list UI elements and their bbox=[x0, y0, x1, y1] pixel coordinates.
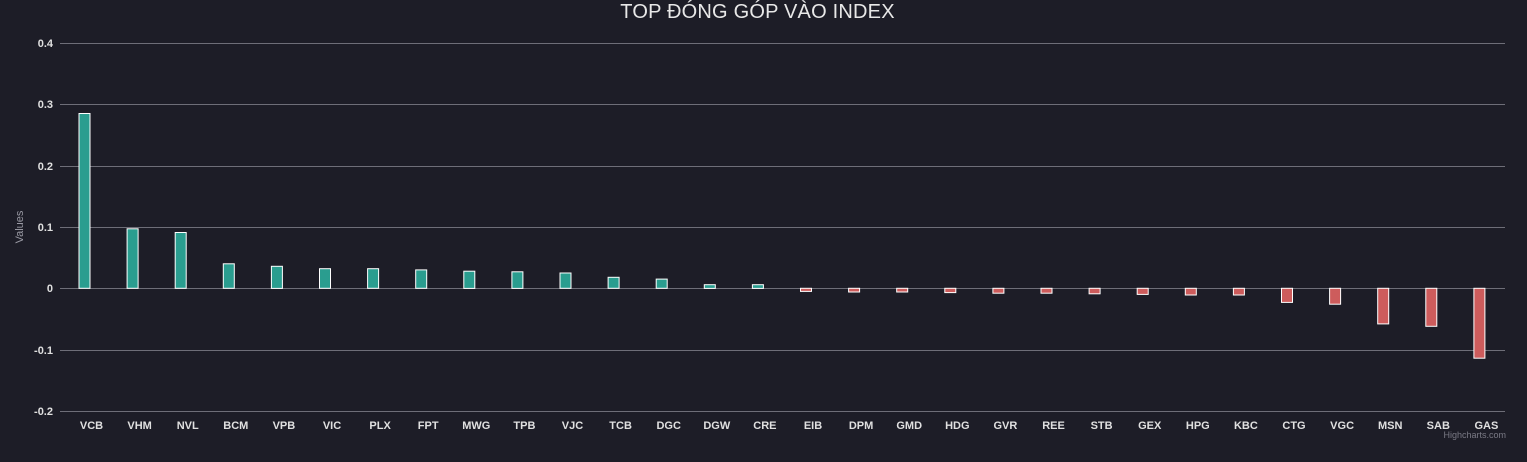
x-tick-label: KBC bbox=[1234, 420, 1258, 432]
chart-title: TOP ĐÓNG GÓP VÀO INDEX bbox=[620, 1, 895, 23]
x-tick-label: PLX bbox=[369, 420, 391, 432]
x-tick-label: DGC bbox=[656, 420, 681, 432]
bar-dpm[interactable] bbox=[848, 287, 861, 293]
bar-vpb[interactable] bbox=[270, 265, 283, 289]
x-tick-label: NVL bbox=[177, 420, 199, 432]
x-tick-label: GAS bbox=[1474, 420, 1498, 432]
bar-vic[interactable] bbox=[319, 268, 331, 289]
bar-cre[interactable] bbox=[751, 284, 764, 289]
bar-gmd[interactable] bbox=[896, 287, 909, 293]
bar-vcb[interactable] bbox=[78, 113, 91, 289]
x-tick-label: VHM bbox=[127, 420, 151, 432]
x-tick-label: REE bbox=[1042, 420, 1065, 432]
bar-ctg[interactable] bbox=[1281, 287, 1293, 303]
bar-gex[interactable] bbox=[1136, 287, 1149, 295]
x-tick-label: CRE bbox=[753, 420, 776, 432]
bar-dgw[interactable] bbox=[703, 284, 716, 289]
x-tick-label: GEX bbox=[1138, 420, 1162, 432]
x-tick-label: SAB bbox=[1427, 420, 1450, 432]
bar-vgc[interactable] bbox=[1329, 287, 1342, 305]
x-tick-label: MSN bbox=[1378, 420, 1403, 432]
x-tick-label: DPM bbox=[849, 420, 873, 432]
x-tick-label: TPB bbox=[513, 420, 535, 432]
x-tick-label: VPB bbox=[273, 420, 296, 432]
y-axis-title: Values bbox=[14, 210, 26, 243]
bar-gas[interactable] bbox=[1473, 287, 1486, 359]
x-axis-ticks: VCB VHM NVL BCM VPB VIC PLX FPT MWG TPB VJC TCB DGC D… bbox=[80, 420, 1498, 432]
bar-sab[interactable] bbox=[1425, 287, 1438, 327]
x-tick-label: CTG bbox=[1282, 420, 1305, 432]
x-tick-label: VIC bbox=[323, 420, 341, 432]
x-tick-label: DGW bbox=[703, 420, 731, 432]
bar-plx[interactable] bbox=[367, 268, 380, 289]
bar-stb[interactable] bbox=[1088, 287, 1101, 295]
bar-ree[interactable] bbox=[1040, 287, 1053, 294]
bar-kbc[interactable] bbox=[1232, 287, 1245, 296]
bar-tcb[interactable] bbox=[607, 276, 620, 289]
grid-lines bbox=[60, 43, 1505, 412]
x-tick-label: GMD bbox=[896, 420, 922, 432]
bar-vhm[interactable] bbox=[126, 228, 139, 289]
x-tick-label: GVR bbox=[993, 420, 1017, 432]
x-tick-label: VGC bbox=[1330, 420, 1354, 432]
x-tick-label: VCB bbox=[80, 420, 103, 432]
x-tick-label: BCM bbox=[223, 420, 248, 432]
y-tick-label: -0.1 bbox=[34, 345, 53, 357]
bar-fpt[interactable] bbox=[415, 269, 428, 289]
x-tick-label: EIB bbox=[804, 420, 822, 432]
bar-dgc[interactable] bbox=[655, 278, 668, 289]
bar-vjc[interactable] bbox=[559, 272, 572, 289]
y-tick-label: 0.3 bbox=[38, 99, 53, 111]
x-tick-label: HPG bbox=[1186, 420, 1210, 432]
x-tick-label: TCB bbox=[609, 420, 632, 432]
y-tick-label: 0.1 bbox=[38, 222, 53, 234]
x-tick-label: HDG bbox=[945, 420, 969, 432]
x-tick-label: MWG bbox=[462, 420, 490, 432]
x-tick-label: VJC bbox=[562, 420, 583, 432]
bar-msn[interactable] bbox=[1377, 287, 1390, 325]
bar-tpb[interactable] bbox=[511, 271, 524, 289]
bar-bcm[interactable] bbox=[222, 263, 235, 289]
credits-link[interactable]: Highcharts.com bbox=[1443, 430, 1506, 440]
y-tick-label: 0.2 bbox=[38, 161, 53, 173]
bar-nvl[interactable] bbox=[174, 232, 187, 289]
y-tick-label: 0.4 bbox=[38, 38, 54, 50]
bar-gvr[interactable] bbox=[992, 287, 1005, 294]
y-tick-label: -0.2 bbox=[34, 406, 53, 418]
bar-hpg[interactable] bbox=[1184, 287, 1197, 296]
y-tick-label: 0 bbox=[47, 283, 53, 295]
x-tick-label: FPT bbox=[418, 420, 439, 432]
bar-eib[interactable] bbox=[800, 287, 812, 292]
x-tick-label: STB bbox=[1091, 420, 1113, 432]
bar-mwg[interactable] bbox=[463, 270, 476, 289]
bar-hdg[interactable] bbox=[944, 287, 957, 294]
y-axis-ticks: 0.4 0.3 0.2 0.1 0 -0.1 -0.2 bbox=[34, 38, 54, 418]
bars bbox=[78, 113, 1486, 359]
